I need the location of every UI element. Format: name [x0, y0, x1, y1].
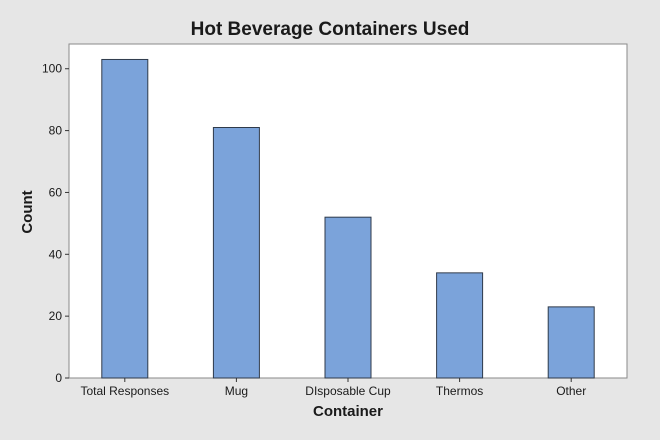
bar-disposable-cup: [324, 216, 372, 379]
y-tick-label-100: 100: [42, 62, 62, 76]
y-tick-label-80: 80: [49, 124, 63, 138]
y-tick-label-20: 20: [49, 309, 63, 323]
chart-title: Hot Beverage Containers Used: [191, 19, 470, 40]
x-tick-label-mug: Mug: [225, 384, 248, 398]
x-axis-title: Container: [313, 403, 383, 420]
bar-thermos: [436, 272, 484, 379]
x-tick-label-disposable-cup: DIsposable Cup: [305, 384, 391, 398]
y-axis-title: Count: [19, 190, 36, 233]
x-tick-label-other: Other: [556, 384, 586, 398]
bar-other: [547, 306, 595, 379]
y-axis: 0 20 40 60 80 100: [42, 62, 69, 385]
x-axis: Total Responses Mug DIsposable Cup Thermos O…: [80, 378, 586, 398]
x-tick-label-total-responses: Total Responses: [80, 384, 169, 398]
y-tick-label-0: 0: [55, 371, 62, 385]
x-tick-label-thermos: Thermos: [436, 384, 483, 398]
bar-total-responses: [101, 58, 149, 379]
bar-mug: [212, 127, 260, 379]
y-tick-label-40: 40: [49, 247, 63, 261]
y-tick-label-60: 60: [49, 185, 63, 199]
bars-layer: [101, 58, 595, 379]
